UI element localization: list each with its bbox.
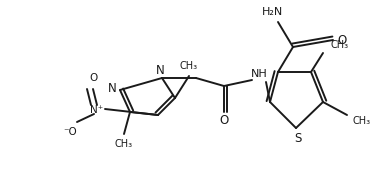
Text: O: O: [219, 114, 228, 127]
Text: N: N: [156, 64, 164, 76]
Text: CH₃: CH₃: [180, 61, 198, 71]
Text: CH₃: CH₃: [331, 40, 349, 50]
Text: CH₃: CH₃: [115, 139, 133, 149]
Text: O: O: [338, 33, 347, 46]
Text: S: S: [294, 132, 302, 145]
Text: CH₃: CH₃: [353, 116, 371, 126]
Text: H₂N: H₂N: [262, 7, 284, 17]
Text: O: O: [89, 73, 97, 83]
Text: N⁺: N⁺: [90, 105, 104, 115]
Text: ⁻O: ⁻O: [63, 127, 77, 137]
Text: NH: NH: [251, 69, 267, 79]
Text: N: N: [108, 82, 116, 94]
